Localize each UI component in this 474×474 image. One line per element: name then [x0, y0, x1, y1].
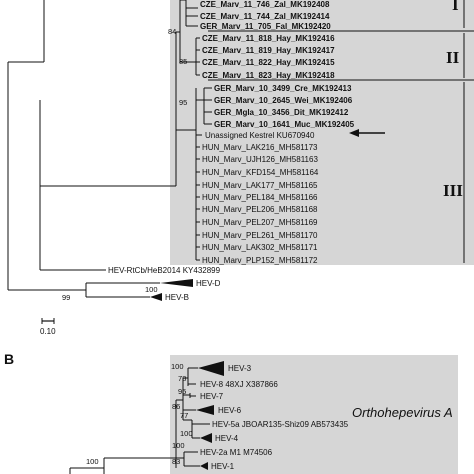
hev-3-collapsed-clade — [198, 361, 224, 376]
leaf-label: CZE_Marv_11_819_Hay_MK192417 — [202, 46, 335, 55]
leaf-label: HEV-4 — [215, 434, 239, 443]
leaf-label: HUN_Marv_PEL261_MH581170 — [202, 231, 318, 240]
panel-b-leaf-labels: HEV-3 HEV-8 48XJ X387866 HEV-7 HEV-6 HEV… — [200, 364, 349, 471]
panel-a-branches — [7, 0, 212, 301]
panel-b-branches — [69, 361, 224, 474]
leaf-label: GER_Marv_10_3499_Cre_MK192413 — [214, 84, 352, 93]
leaf-label: HEV-1 — [211, 462, 235, 471]
kestrel-arrow-icon — [349, 129, 359, 137]
leaf-label: HUN_Marv_LAK216_MH581173 — [202, 143, 318, 152]
hev-6-collapsed-clade — [196, 405, 214, 415]
bootstrap-value: 100 — [145, 285, 158, 294]
leaf-label: HUN_Marv_PLP152_MH581172 — [202, 256, 318, 265]
leaf-label: HUN_Marv_LAK302_MH581171 — [202, 243, 318, 252]
leaf-label: GER_Marv_10_1641_Muc_MK192405 — [214, 120, 355, 129]
leaf-label: HEV-2a M1 M74506 — [200, 448, 273, 457]
leaf-label: GER_Marv_11_705_Fal_MK192420 — [200, 22, 331, 31]
leaf-label: HEV-8 48XJ X387866 — [200, 380, 278, 389]
scale-bar-label: 0.10 — [40, 327, 56, 336]
bootstrap-value: 83 — [172, 457, 180, 466]
panel-b-clade-name: Orthohepevirus A — [352, 405, 453, 420]
group-brackets — [208, 0, 474, 263]
leaf-label: HUN_Marv_KFD154_MH581164 — [202, 168, 319, 177]
leaf-label: CZE_Marv_11_744_Zal_MK192414 — [200, 12, 330, 21]
leaf-label: HEV-7 — [200, 392, 224, 401]
hev-1-collapsed-clade — [200, 462, 208, 470]
leaf-label: HEV-5a JBOAR135-Shiz09 AB573435 — [212, 420, 349, 429]
leaf-label: HEV-6 — [218, 406, 242, 415]
hev-d-collapsed-clade — [160, 279, 193, 287]
leaf-label-hev-d: HEV-D — [196, 279, 221, 288]
bootstrap-value: 95 — [179, 98, 187, 107]
panel-a-shaded-clade-region — [170, 0, 474, 265]
bootstrap-value: 100 — [180, 429, 193, 438]
bootstrap-value: 85 — [179, 57, 187, 66]
leaf-label: CZE_Marv_11_822_Hay_MK192415 — [202, 58, 335, 67]
panel-b-bootstrap-values: 100 78 95 86 77 100 100 83 100 — [86, 362, 193, 466]
leaf-label: HUN_Marv_PEL206_MH581168 — [202, 205, 318, 214]
leaf-label: HUN_Marv_PEL207_MH581169 — [202, 218, 318, 227]
hev-4-collapsed-clade — [200, 433, 212, 443]
group-label-i: I — [452, 0, 459, 14]
panel-b-shaded-clade-region — [170, 355, 458, 474]
bootstrap-value: 100 — [86, 457, 99, 466]
leaf-label: CZE_Marv_11_823_Hay_MK192418 — [202, 71, 335, 80]
group-label-ii: II — [446, 48, 460, 67]
leaf-label: CZE_Marv_11_746_Zal_MK192408 — [200, 0, 330, 9]
leaf-label-hev-b: HEV-B — [165, 293, 189, 302]
leaf-label: GER_Marv_10_2645_Wei_MK192406 — [214, 96, 353, 105]
bootstrap-value: 86 — [172, 402, 180, 411]
bootstrap-value: 78 — [178, 374, 186, 383]
leaf-label-kestrel: Unassigned Kestrel KU670940 — [205, 131, 315, 140]
leaf-label: GER_Mgla_10_3456_Dit_MK192412 — [214, 108, 349, 117]
bootstrap-value: 77 — [180, 411, 188, 420]
panel-a-leaf-labels: CZE_Marv_11_746_Zal_MK192408 CZE_Marv_11… — [108, 0, 355, 302]
leaf-label: HUN_Marv_LAK177_MH581165 — [202, 181, 318, 190]
bootstrap-value: 100 — [171, 362, 184, 371]
bootstrap-value: 95 — [178, 387, 186, 396]
leaf-label: HEV-3 — [228, 364, 252, 373]
bootstrap-value: 99 — [62, 293, 70, 302]
group-label-iii: III — [443, 181, 463, 200]
panel-b-letter: B — [4, 351, 14, 367]
bootstrap-value: 84 — [168, 27, 176, 36]
leaf-label: HUN_Marv_PEL184_MH581166 — [202, 193, 318, 202]
leaf-label: HUN_Marv_UJH126_MH581163 — [202, 155, 318, 164]
leaf-label: CZE_Marv_11_818_Hay_MK192416 — [202, 34, 335, 43]
leaf-label-rtcb: HEV-RtCb/HeB2014 KY432899 — [108, 266, 221, 275]
bootstrap-value: 100 — [172, 441, 185, 450]
hev-b-collapsed-clade — [150, 293, 162, 301]
